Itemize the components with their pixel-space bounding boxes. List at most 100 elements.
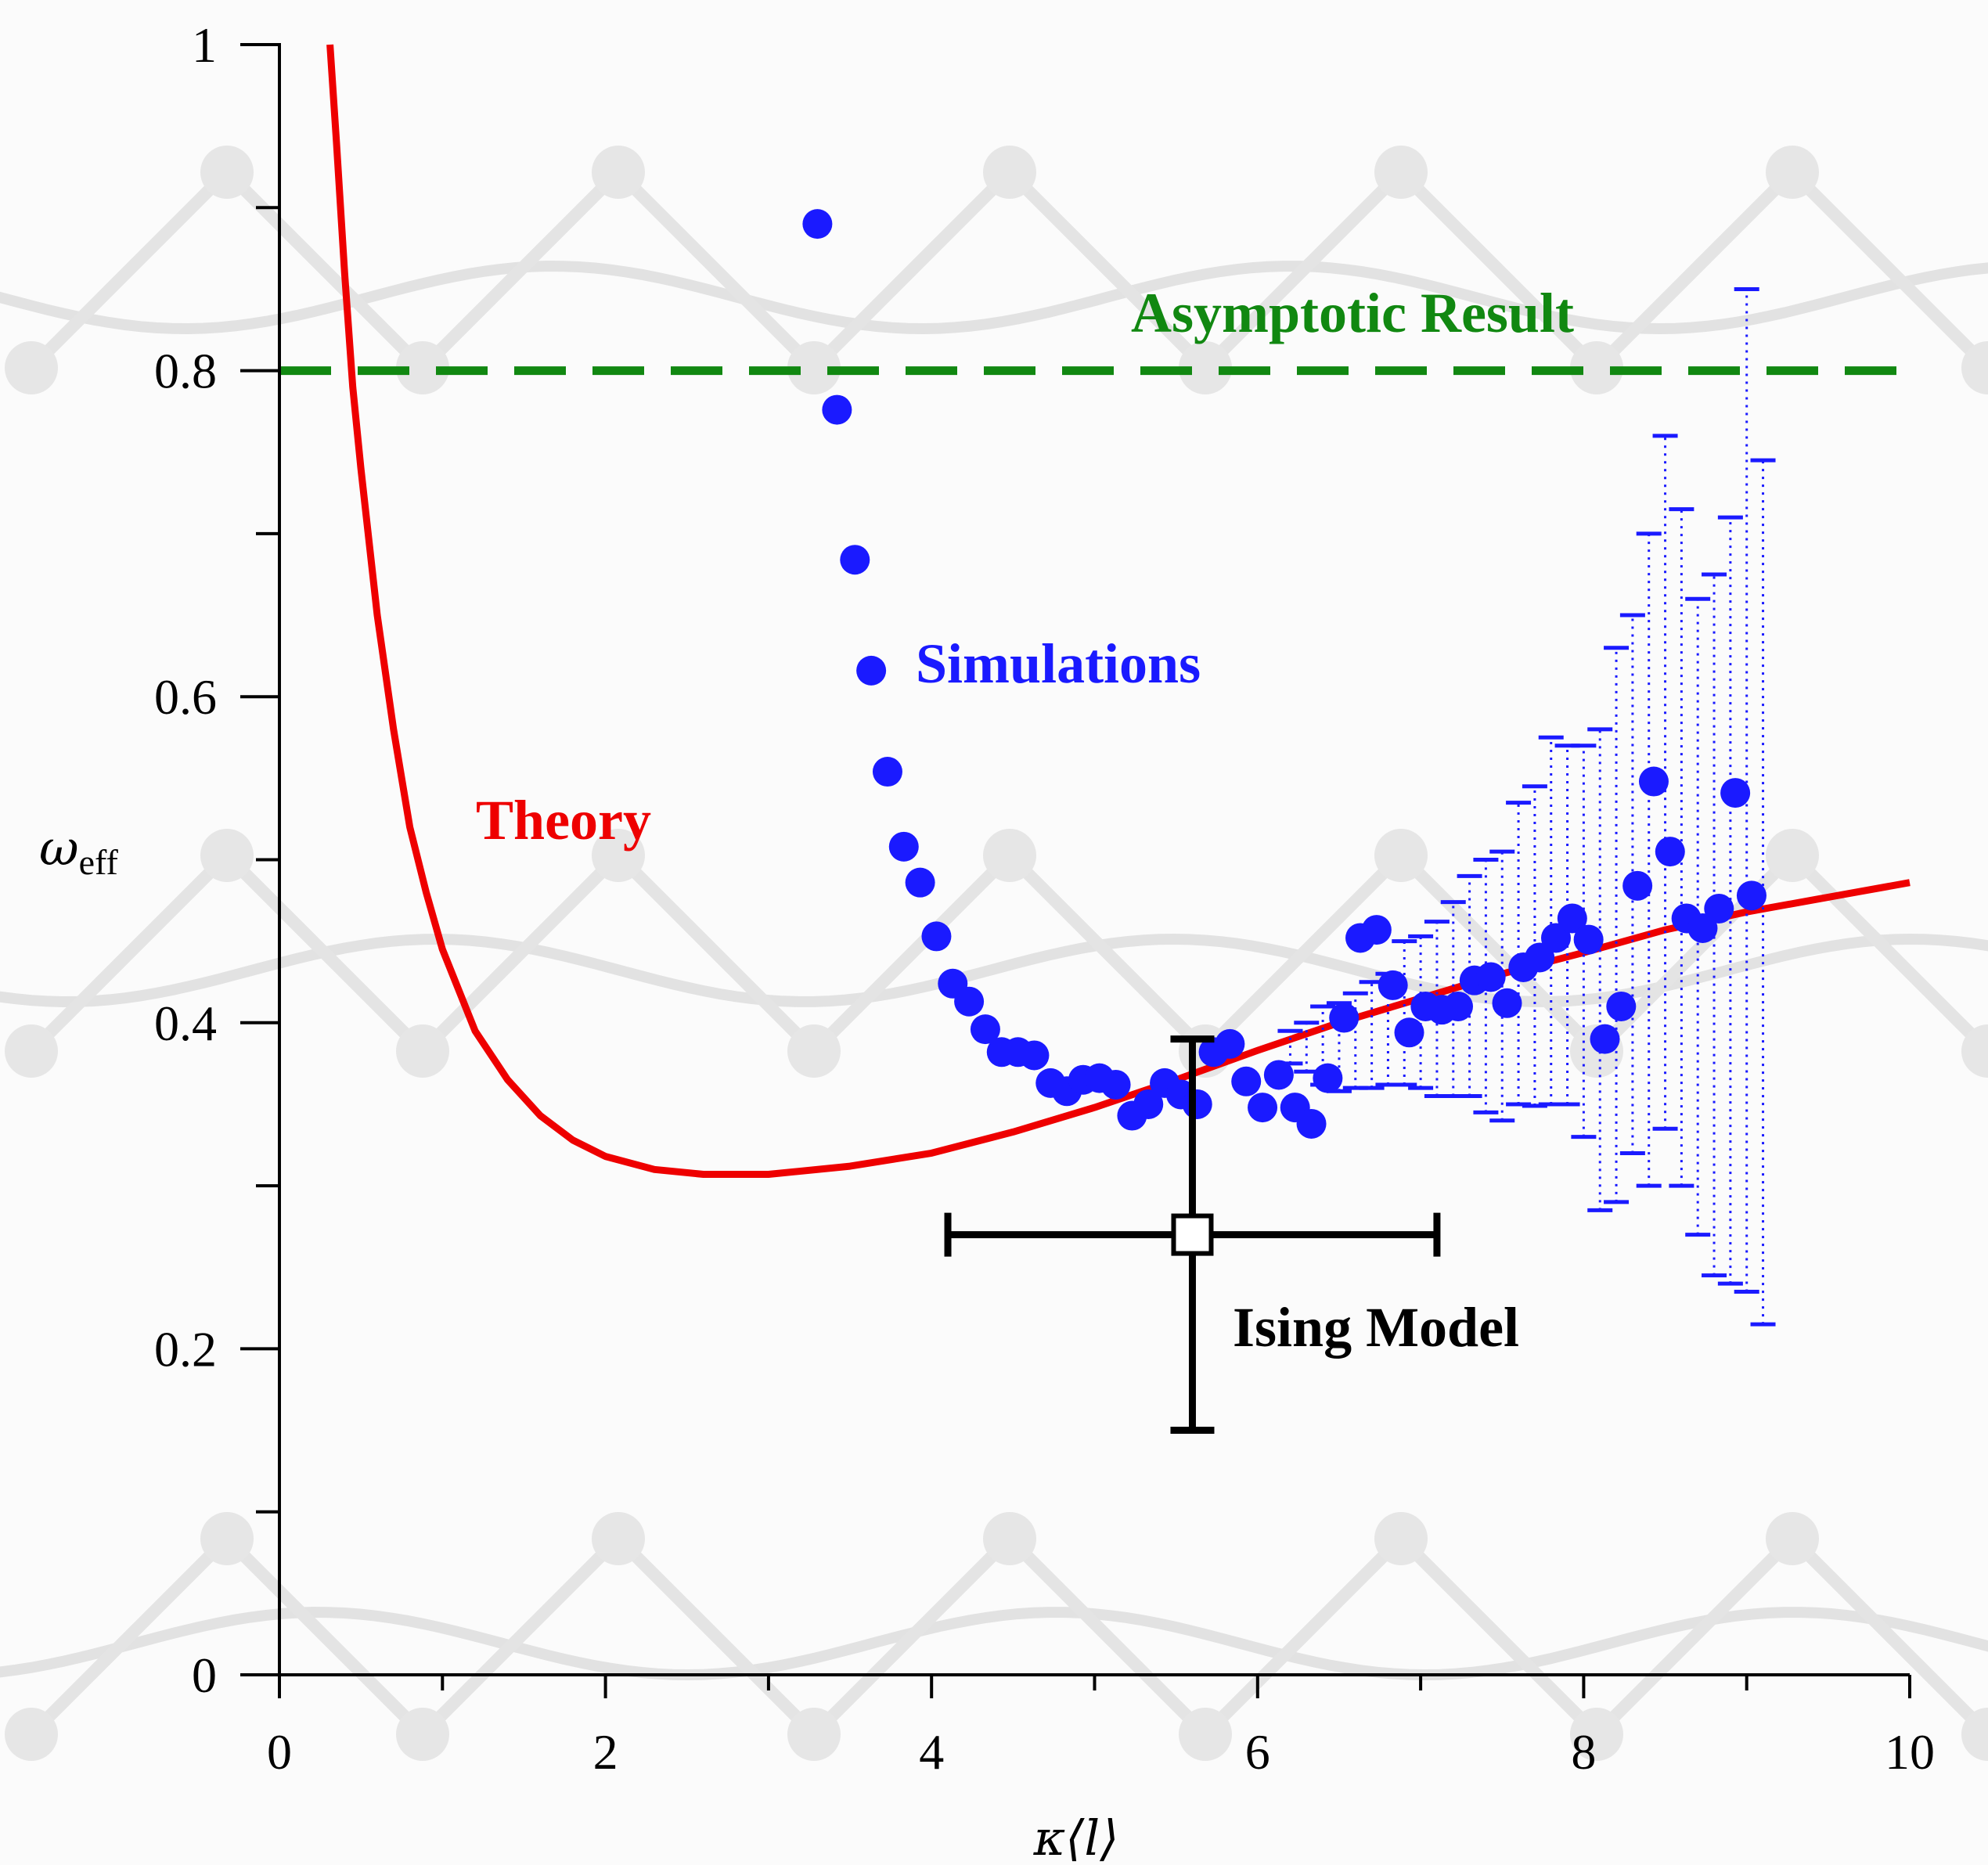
simulation-point — [802, 209, 833, 239]
plot-area — [279, 44, 1911, 1435]
simulation-point — [1525, 942, 1555, 973]
simulation-point — [1263, 1060, 1294, 1090]
watermark-node — [1179, 1708, 1232, 1761]
asymptotic-result-label: Asymptotic Result — [1131, 282, 1574, 344]
ising-model-label: Ising Model — [1233, 1296, 1519, 1359]
simulation-point — [1248, 1093, 1278, 1123]
simulation-point — [1182, 1089, 1212, 1119]
simulation-point — [1573, 924, 1604, 955]
watermark-node — [787, 1708, 841, 1761]
y-axis-label: ωeff — [39, 819, 118, 882]
simulation-point — [1378, 970, 1408, 1000]
watermark-node — [200, 1512, 254, 1565]
simulation-point — [1590, 1024, 1620, 1054]
watermark-node — [592, 1512, 645, 1565]
watermark-node — [1374, 146, 1428, 199]
watermark-node — [1961, 1708, 1988, 1761]
simulation-point — [1133, 1089, 1164, 1119]
background-network-watermark — [0, 146, 1988, 1761]
simulation-point — [1313, 1063, 1343, 1093]
simulation-point — [1540, 923, 1571, 953]
x-axis-label: κ⟨l⟩ — [1033, 1809, 1119, 1865]
watermark-node — [5, 1024, 58, 1078]
watermark-wave — [0, 260, 1988, 335]
watermark-node — [1570, 1708, 1623, 1761]
simulation-point — [970, 1014, 1000, 1045]
simulation-point — [1655, 837, 1685, 867]
simulation-point — [1215, 1028, 1245, 1059]
simulations-label: Simulations — [916, 632, 1201, 695]
simulation-point — [1720, 778, 1751, 808]
y-axis-label-main: ω — [39, 819, 79, 877]
simulation-point — [1492, 988, 1522, 1018]
simulation-point — [1361, 915, 1392, 945]
simulation-point — [905, 867, 935, 898]
watermark-node — [396, 1024, 449, 1078]
watermark-node — [396, 341, 449, 394]
ising-model-point — [1171, 1213, 1214, 1256]
y-tick-label: 1 — [192, 17, 217, 73]
simulation-point — [921, 921, 952, 952]
y-axis-label-subscript: eff — [79, 842, 119, 882]
simulation-point — [1606, 991, 1637, 1021]
watermark-node — [787, 341, 841, 394]
watermark-node — [1961, 1024, 1988, 1078]
theory-curve — [326, 44, 1911, 1178]
simulation-point — [888, 831, 919, 862]
simulation-point — [1687, 913, 1718, 943]
simulation-point — [1329, 1003, 1360, 1033]
simulation-point — [872, 757, 902, 787]
x-tick-label: 4 — [919, 1724, 944, 1780]
y-tick-label: 0.6 — [154, 669, 217, 725]
watermark-node — [1766, 1512, 1819, 1565]
simulation-point — [822, 394, 852, 425]
watermark-node — [5, 341, 58, 394]
watermark-chain — [27, 163, 1988, 377]
watermark-node — [787, 1024, 841, 1078]
simulation-point — [1736, 880, 1767, 911]
watermark-node — [983, 829, 1036, 882]
theory-label: Theory — [476, 789, 651, 851]
watermark-chain — [27, 1529, 1988, 1744]
x-tick-label: 2 — [593, 1724, 618, 1780]
watermark-node — [1570, 341, 1623, 394]
simulation-point — [954, 986, 985, 1017]
simulation-point — [1622, 870, 1653, 901]
watermark-node — [592, 829, 645, 882]
simulation-point — [1100, 1069, 1131, 1100]
x-tick-label: 8 — [1571, 1724, 1596, 1780]
watermark-wave — [0, 933, 1988, 1008]
watermark-node — [1766, 829, 1819, 882]
simulation-point — [1231, 1066, 1262, 1096]
watermark-wave — [0, 1606, 1988, 1681]
watermark-chain — [27, 846, 1988, 1060]
simulation-point — [1704, 893, 1734, 923]
simulation-point — [1019, 1040, 1050, 1071]
y-tick-label: 0.4 — [154, 996, 217, 1051]
watermark-node — [396, 1708, 449, 1761]
simulation-point — [1296, 1108, 1327, 1139]
x-tick-label: 6 — [1245, 1724, 1270, 1780]
watermark-node — [1374, 829, 1428, 882]
simulation-point — [1475, 962, 1506, 992]
watermark-node — [200, 146, 254, 199]
watermark-node — [1766, 146, 1819, 199]
watermark-node — [200, 829, 254, 882]
y-tick-label: 0 — [192, 1647, 217, 1703]
watermark-node — [1961, 341, 1988, 394]
watermark-node — [1179, 341, 1232, 394]
simulation-point — [1394, 1017, 1424, 1048]
y-tick-label: 0.2 — [154, 1321, 217, 1377]
watermark-node — [983, 1512, 1036, 1565]
simulation-point — [856, 655, 887, 686]
y-tick-label: 0.8 — [154, 344, 217, 399]
simulation-point — [1638, 766, 1669, 797]
watermark-node — [983, 146, 1036, 199]
x-tick-label: 10 — [1885, 1724, 1935, 1780]
axes: 0 2 4 6 8 10 0 0.2 0.4 0.6 0.8 1 — [154, 17, 1935, 1780]
watermark-node — [1374, 1512, 1428, 1565]
simulation-point — [1443, 991, 1474, 1021]
simulation-point — [1557, 903, 1587, 934]
watermark-node — [5, 1708, 58, 1761]
